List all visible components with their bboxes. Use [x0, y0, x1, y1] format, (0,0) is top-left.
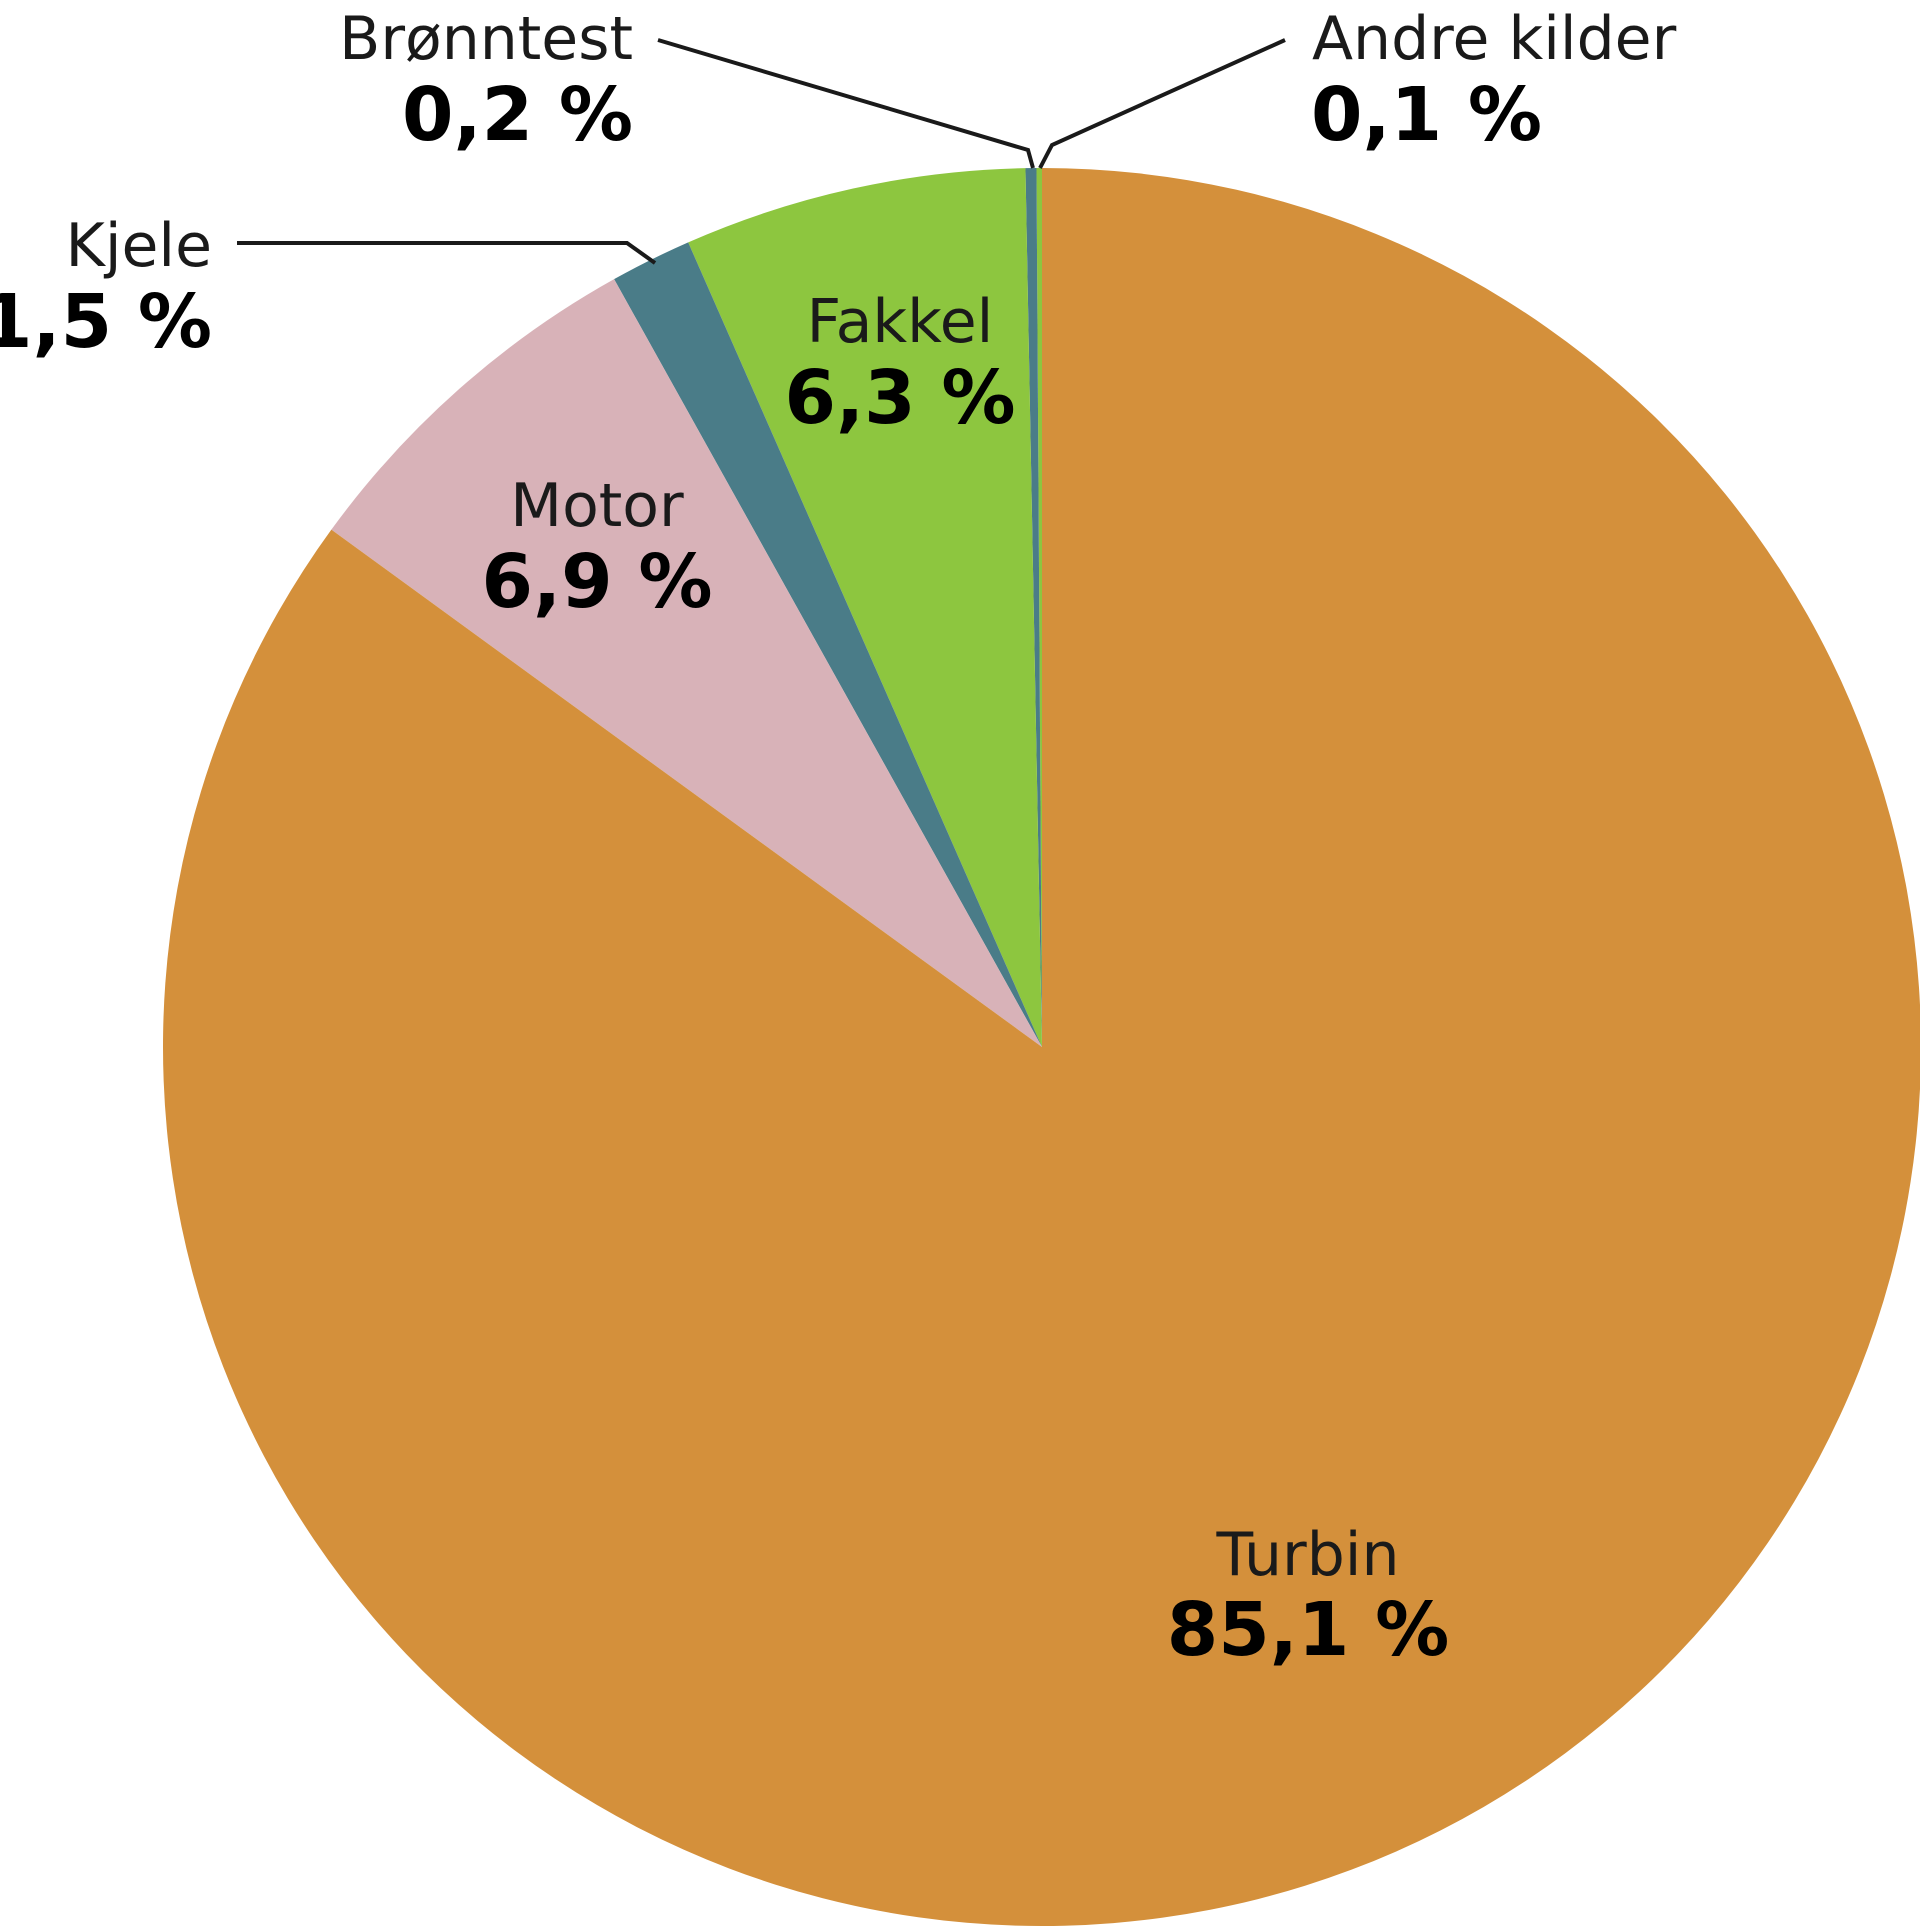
label-turbin-value: 85,1 % [1167, 1587, 1450, 1673]
pie-slice-motor [331, 279, 1042, 1047]
pie-slices [163, 168, 1920, 1926]
label-fakkel-name: Fakkel [807, 287, 994, 357]
leader-line-andre-kilder [1038, 38, 1286, 169]
label-bronntest-name: Brønntest [339, 4, 633, 74]
leader-lines [237, 38, 1286, 265]
pie-slice-bronntest [1025, 168, 1042, 1047]
label-andre-kilder-name: Andre kilder [1312, 4, 1677, 74]
label-motor-value: 6,9 % [482, 539, 713, 625]
label-kjele-value: 1,5 % [0, 279, 212, 365]
pie-slice-andre-kilder [1036, 168, 1042, 1047]
leader-line-bronntest [657, 38, 1035, 169]
pie-slice-fakkel [688, 168, 1042, 1047]
label-fakkel-value: 6,3 % [785, 355, 1016, 441]
label-bronntest-value: 0,2 % [402, 72, 633, 158]
label-andre-kilder-value: 0,1 % [1311, 72, 1542, 158]
label-kjele-name: Kjele [65, 211, 212, 281]
leader-line-kjele [237, 241, 657, 265]
label-turbin-name: Turbin [1215, 1520, 1399, 1590]
pie-slice-kjele [614, 242, 1042, 1048]
label-motor-name: Motor [510, 471, 684, 541]
pie-slice-turbin [163, 168, 1920, 1926]
